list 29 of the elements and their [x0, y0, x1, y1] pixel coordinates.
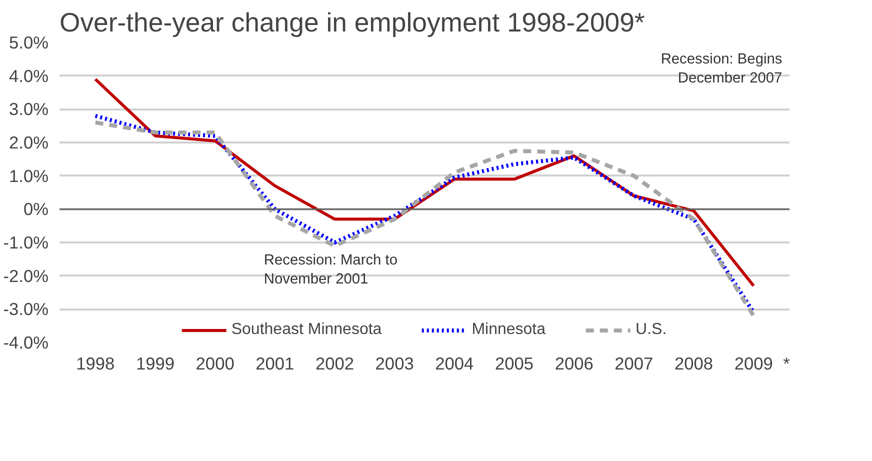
x-tick-label: 2000 [196, 354, 234, 374]
legend-label: Southeast Minnesota [231, 321, 382, 339]
annotation: Recession: Begins December 2007 [660, 52, 782, 87]
x-tick-label: 2009 [734, 354, 773, 374]
x-tick-label: 2008 [674, 354, 714, 374]
y-tick-label: 5.0% [9, 32, 49, 52]
x-tick-label: 2004 [435, 354, 474, 374]
x-tick-label: 2007 [614, 354, 654, 374]
x-tick-label: 1999 [136, 354, 175, 374]
y-tick-label: -3.0% [3, 299, 49, 320]
legend-label: Minnesota [472, 321, 546, 339]
y-tick-label: -1.0% [3, 232, 49, 252]
y-tick-label: -4.0% [3, 332, 49, 352]
annotation: Recession: March to November 2001 [264, 252, 398, 288]
y-tick-label: 4.0% [9, 66, 49, 86]
x-tick-label: 2006 [554, 354, 594, 374]
x-tick-label: 2003 [375, 354, 414, 374]
y-tick-label: -2.0% [3, 266, 49, 286]
x-tick-label: 1998 [76, 354, 115, 374]
y-tick-label: 1.0% [9, 166, 49, 186]
y-tick-label: 0% [23, 199, 48, 220]
y-tick-label: 3.0% [9, 99, 49, 120]
text: * [783, 354, 790, 374]
y-tick-label: 2.0% [9, 132, 49, 152]
x-tick-label: 2002 [315, 354, 354, 374]
x-tick-label: 2005 [494, 354, 534, 374]
legend-label: U.S. [636, 321, 667, 339]
chart-title: Over-the-year change in employment 1998-2009* [60, 8, 645, 38]
x-tick-label: 2001 [256, 354, 294, 374]
